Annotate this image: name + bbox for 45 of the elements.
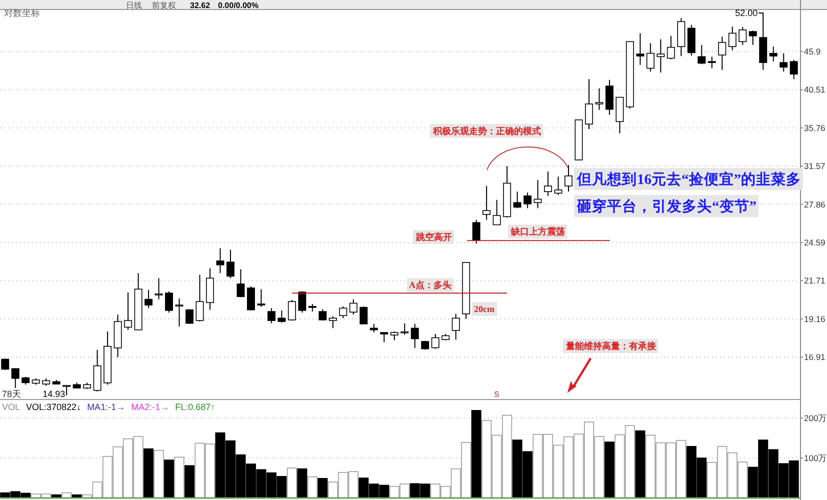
annotation: 32.62 [190, 1, 211, 10]
bar [471, 410, 482, 498]
y-tick-label: 24.59 [804, 238, 826, 248]
ref-line-label: A点：多头 [409, 280, 452, 290]
annotation: MA2:-1→ [131, 402, 170, 412]
bar [174, 456, 184, 498]
bar [604, 442, 614, 498]
y-tick-label: 16.91 [804, 352, 826, 362]
y-tick-label: 31.57 [804, 161, 826, 172]
y-tick-label: 27.86 [804, 199, 826, 210]
bar [144, 448, 154, 498]
bar [297, 468, 308, 498]
bar [307, 476, 318, 498]
annotation: 量能维持高量：有承接 [565, 341, 656, 351]
annotation: 日线 [126, 1, 142, 10]
annotation: 前复权 [152, 1, 176, 10]
y-tick-label: 35.76 [804, 122, 826, 133]
annotation: 跳空高开 [415, 232, 452, 242]
annotation: FL:0.687↑ [175, 402, 216, 412]
annotation: 52.00 [735, 8, 758, 18]
annotation: 积极乐观走势：正确的模式 [432, 126, 541, 136]
ref-line-label: 缺口上方震荡 [510, 226, 565, 237]
annotation: 但凡想到16元去“捡便宜”的韭菜多 [576, 170, 801, 188]
annotation: 对数坐标 [4, 8, 40, 18]
y-tick-label: 45.9 [804, 46, 821, 56]
annotation: 0.00/0.00% [218, 1, 258, 10]
y-tick-label: 40.51 [804, 84, 826, 95]
annotation: 砸穿平台，引发多头“变节” [576, 197, 756, 215]
bar [286, 468, 297, 498]
bar [164, 460, 174, 498]
annotation: 14.93 [42, 389, 66, 399]
annotation: S [494, 390, 500, 399]
annotation: 20cm [474, 304, 495, 314]
y-tick-label: 200万 [804, 413, 827, 423]
y-tick-label: 21.71 [804, 276, 826, 286]
bar [154, 450, 164, 498]
bar [318, 478, 328, 498]
annotation: VOL [2, 402, 20, 412]
bar [184, 465, 195, 498]
y-tick-label: 19.16 [804, 314, 826, 324]
y-tick-label: 100万 [804, 453, 827, 463]
annotation: MA1:-1→ [87, 402, 126, 412]
annotation: VOL:370822↓ [26, 402, 82, 412]
bar [635, 430, 646, 498]
annotation: 78天 [2, 389, 22, 399]
